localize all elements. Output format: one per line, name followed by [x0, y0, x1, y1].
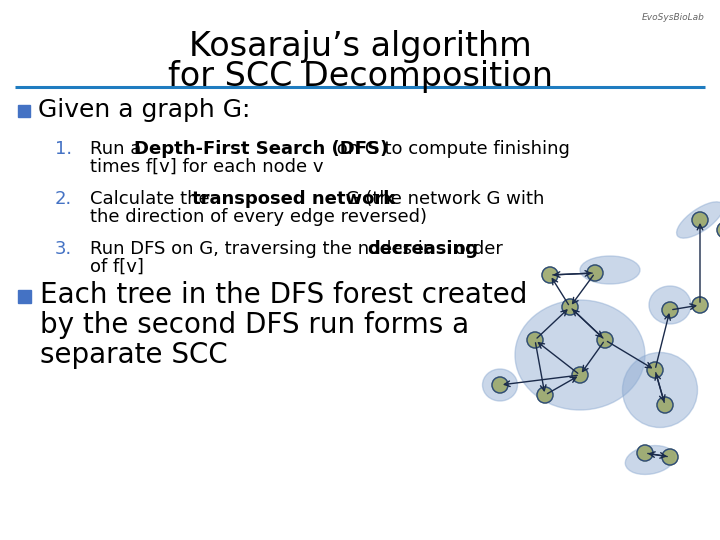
Bar — [18, 105, 30, 117]
Text: separate SCC: separate SCC — [40, 341, 228, 369]
Text: of f[v]: of f[v] — [90, 258, 144, 276]
Text: order: order — [449, 240, 503, 258]
Text: Each tree in the DFS forest created: Each tree in the DFS forest created — [40, 281, 527, 309]
Text: 3.: 3. — [55, 240, 72, 258]
Text: decreasing: decreasing — [367, 240, 478, 258]
Circle shape — [692, 297, 708, 313]
Text: EvoSysBioLab: EvoSysBioLab — [642, 13, 705, 22]
Text: transposed network: transposed network — [192, 190, 395, 208]
Text: by the second DFS run forms a: by the second DFS run forms a — [40, 311, 469, 339]
Circle shape — [537, 387, 553, 403]
Text: Depth-First Search (DFS): Depth-First Search (DFS) — [134, 140, 388, 158]
Circle shape — [657, 397, 673, 413]
Text: Given a graph G:: Given a graph G: — [38, 98, 251, 122]
Circle shape — [692, 212, 708, 228]
Ellipse shape — [649, 286, 691, 324]
Text: times f[v] for each node v: times f[v] for each node v — [90, 158, 323, 176]
Text: Run a: Run a — [90, 140, 147, 158]
Ellipse shape — [623, 353, 698, 428]
Circle shape — [597, 332, 613, 348]
Text: on G to compute finishing: on G to compute finishing — [330, 140, 570, 158]
Text: 2.: 2. — [55, 190, 72, 208]
Text: Run DFS on G, traversing the nodes in: Run DFS on G, traversing the nodes in — [90, 240, 440, 258]
Ellipse shape — [580, 256, 640, 284]
Circle shape — [527, 332, 543, 348]
Text: the direction of every edge reversed): the direction of every edge reversed) — [90, 208, 427, 226]
Circle shape — [662, 449, 678, 465]
Text: 1.: 1. — [55, 140, 72, 158]
Circle shape — [717, 222, 720, 238]
Circle shape — [647, 362, 663, 378]
Ellipse shape — [515, 300, 645, 410]
Ellipse shape — [677, 202, 720, 238]
Circle shape — [542, 267, 558, 283]
Circle shape — [637, 445, 653, 461]
Text: for SCC Decomposition: for SCC Decomposition — [168, 60, 552, 93]
Ellipse shape — [482, 369, 518, 401]
Bar — [18, 290, 31, 303]
Text: Calculate the: Calculate the — [90, 190, 215, 208]
Ellipse shape — [625, 446, 675, 475]
Circle shape — [587, 265, 603, 281]
Circle shape — [562, 299, 578, 315]
Circle shape — [492, 377, 508, 393]
Text: G (the network G with: G (the network G with — [340, 190, 544, 208]
Circle shape — [662, 302, 678, 318]
Circle shape — [572, 367, 588, 383]
Text: Kosaraju’s algorithm: Kosaraju’s algorithm — [189, 30, 531, 63]
